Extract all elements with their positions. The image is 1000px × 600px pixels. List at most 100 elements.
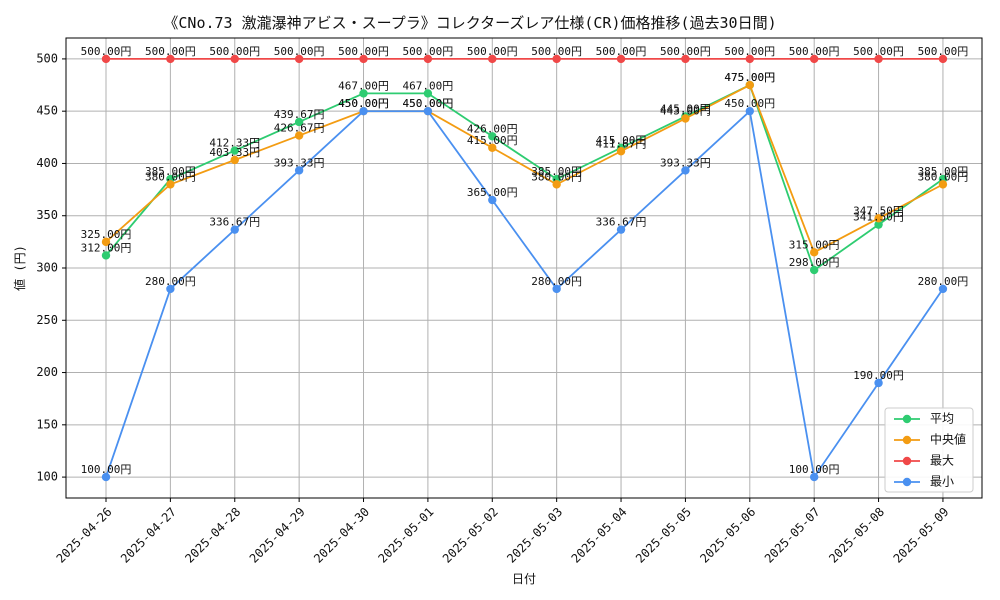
x-tick-label: 2025-05-06 bbox=[697, 505, 758, 566]
y-tick-label: 500 bbox=[36, 51, 58, 65]
data-point bbox=[938, 180, 948, 189]
data-label: 450.00円 bbox=[338, 97, 389, 110]
data-point bbox=[745, 54, 754, 64]
data-label: 100.00円 bbox=[81, 463, 132, 476]
data-point bbox=[874, 214, 883, 223]
data-point bbox=[166, 54, 175, 64]
data-label: 298.00円 bbox=[789, 256, 840, 269]
data-point bbox=[488, 195, 497, 205]
y-tick-label: 400 bbox=[36, 156, 58, 170]
data-point bbox=[423, 89, 433, 98]
data-point bbox=[616, 225, 626, 234]
legend-marker bbox=[902, 435, 912, 445]
x-tick-label: 2025-05-08 bbox=[826, 505, 887, 566]
data-point bbox=[681, 166, 690, 175]
y-axis-ticks: 100 150 200 250 300 350 400 450 500 bbox=[36, 51, 66, 484]
data-label: 412.33円 bbox=[209, 137, 260, 150]
x-tick-label: 2025-05-04 bbox=[569, 505, 630, 566]
data-point bbox=[294, 166, 304, 175]
x-tick-label: 2025-04-28 bbox=[182, 505, 243, 566]
data-label: 411.67円 bbox=[596, 137, 647, 150]
data-point bbox=[294, 54, 304, 64]
grid bbox=[66, 38, 982, 498]
data-label: 380.00円 bbox=[145, 170, 196, 183]
data-point bbox=[230, 225, 239, 234]
x-tick-label: 2025-05-05 bbox=[633, 505, 694, 566]
data-point bbox=[552, 54, 561, 64]
data-point bbox=[874, 54, 883, 64]
data-label: 467.00円 bbox=[338, 79, 389, 92]
x-tick-label: 2025-04-26 bbox=[54, 505, 115, 566]
y-tick-label: 350 bbox=[36, 208, 58, 222]
data-label: 445.00円 bbox=[660, 102, 711, 115]
data-label: 347.50円 bbox=[853, 204, 904, 217]
data-label: 500.00円 bbox=[596, 45, 647, 58]
data-label: 280.00円 bbox=[145, 275, 196, 288]
data-label: 450.00円 bbox=[338, 97, 389, 110]
chart-title: 《CNo.73 激瀧瀑神アビス・スープラ》コレクターズレア仕様(CR)価格推移(… bbox=[163, 14, 776, 32]
data-point bbox=[101, 54, 111, 64]
data-label: 500.00円 bbox=[853, 45, 904, 58]
data-label: 393.33円 bbox=[274, 156, 325, 169]
data-label: 500.00円 bbox=[789, 45, 840, 58]
x-tick-label: 2025-05-01 bbox=[376, 505, 437, 566]
data-point bbox=[230, 54, 239, 64]
data-point bbox=[101, 251, 111, 260]
data-point bbox=[166, 284, 175, 294]
data-point bbox=[230, 155, 239, 165]
data-label: 500.00円 bbox=[338, 45, 389, 58]
y-tick-label: 250 bbox=[36, 313, 58, 327]
data-label: 500.00円 bbox=[209, 45, 260, 58]
x-axis-ticks: 2025-04-26 2025-04-27 2025-04-28 2025-04-29… bbox=[54, 498, 952, 566]
data-label: 190.00円 bbox=[853, 369, 904, 382]
y-tick-label: 450 bbox=[36, 104, 58, 118]
y-tick-label: 100 bbox=[36, 470, 58, 484]
y-tick-label: 300 bbox=[36, 261, 58, 275]
data-label: 500.00円 bbox=[918, 45, 969, 58]
legend-box bbox=[884, 407, 974, 493]
data-point bbox=[359, 106, 368, 116]
data-label: 336.67円 bbox=[209, 216, 260, 229]
y-axis-label: 値 (円) bbox=[12, 245, 27, 291]
data-label: 467.00円 bbox=[403, 79, 454, 92]
data-point bbox=[359, 54, 368, 64]
data-label: 385.00円 bbox=[531, 165, 582, 178]
series bbox=[101, 54, 948, 482]
legend-marker bbox=[902, 456, 912, 466]
data-label: 500.00円 bbox=[403, 45, 454, 58]
data-label: 500.00円 bbox=[145, 45, 196, 58]
data-point bbox=[423, 54, 433, 64]
data-point bbox=[101, 472, 111, 482]
x-tick-label: 2025-05-09 bbox=[891, 505, 952, 566]
data-label: 415.00円 bbox=[467, 134, 518, 147]
data-point bbox=[294, 117, 304, 127]
x-axis-label: 日付 bbox=[512, 572, 536, 586]
legend-label: 中央値 bbox=[930, 432, 966, 447]
data-point bbox=[874, 378, 883, 388]
data-label: 385.00円 bbox=[145, 165, 196, 178]
x-tick-label: 2025-04-27 bbox=[118, 505, 179, 566]
data-point bbox=[745, 106, 754, 116]
data-labels: 312.00円 385.00円 412.33円 439.67円 467.00円 467.0… bbox=[81, 45, 969, 476]
data-label: 312.00円 bbox=[81, 241, 132, 254]
data-label: 426.67円 bbox=[274, 122, 325, 135]
data-label: 403.33円 bbox=[209, 146, 260, 159]
data-point bbox=[552, 284, 561, 294]
data-point bbox=[938, 54, 948, 64]
data-point bbox=[809, 265, 819, 275]
data-point bbox=[423, 106, 433, 116]
data-label: 475.00円 bbox=[724, 71, 775, 84]
y-tick-label: 150 bbox=[36, 417, 58, 431]
data-point bbox=[101, 237, 111, 247]
data-point bbox=[809, 248, 819, 257]
data-label: 475.00円 bbox=[724, 71, 775, 84]
series-line bbox=[105, 83, 944, 272]
legend-marker bbox=[902, 477, 912, 487]
data-point bbox=[552, 180, 561, 189]
x-tick-label: 2025-04-29 bbox=[247, 505, 308, 566]
data-point bbox=[359, 89, 368, 98]
legend-marker bbox=[902, 414, 912, 424]
data-label: 280.00円 bbox=[531, 275, 582, 288]
data-label: 325.00円 bbox=[81, 228, 132, 241]
